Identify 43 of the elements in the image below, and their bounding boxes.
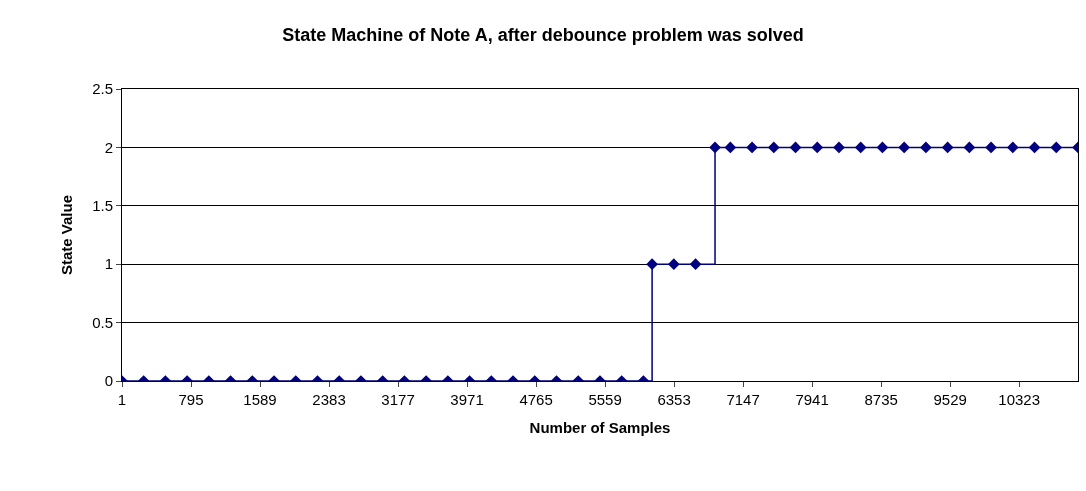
x-tick-label: 3177 bbox=[381, 391, 415, 408]
y-axis-title: State Value bbox=[58, 194, 76, 276]
x-axis-title: Number of Samples bbox=[529, 419, 671, 436]
x-tick-label: 9529 bbox=[933, 391, 967, 408]
point bbox=[941, 141, 954, 154]
x-tick-label: 10323 bbox=[998, 391, 1041, 408]
point bbox=[646, 258, 658, 271]
point bbox=[689, 258, 702, 271]
point bbox=[709, 141, 721, 154]
y-tick-label: 1 bbox=[104, 255, 113, 273]
y-tick-label: 2.5 bbox=[92, 80, 113, 98]
x-tick-label: 1589 bbox=[243, 391, 277, 408]
point bbox=[1028, 141, 1041, 154]
x-tick-label: 8735 bbox=[864, 391, 898, 408]
x-tick-label: 1 bbox=[117, 391, 127, 408]
point bbox=[811, 141, 824, 154]
point bbox=[920, 141, 932, 154]
point bbox=[1050, 141, 1063, 154]
x-tick-label: 4765 bbox=[519, 391, 553, 408]
point bbox=[724, 141, 737, 154]
x-tick-label: 5559 bbox=[588, 391, 622, 408]
point bbox=[963, 141, 976, 154]
x-tick-label: 795 bbox=[178, 391, 204, 408]
point bbox=[767, 141, 780, 154]
x-tick-label: 6353 bbox=[657, 391, 691, 408]
x-tick-label: 7147 bbox=[726, 391, 760, 408]
point bbox=[1006, 141, 1019, 154]
point bbox=[985, 141, 997, 154]
y-tick-label: 2 bbox=[104, 138, 113, 156]
x-tick-label: 3971 bbox=[450, 391, 484, 408]
point bbox=[854, 141, 867, 154]
x-tick-label: 7941 bbox=[795, 391, 829, 408]
point bbox=[833, 141, 845, 154]
y-tick-label: 0 bbox=[104, 372, 113, 390]
point bbox=[876, 141, 889, 154]
y-tick-label: 0.5 bbox=[92, 313, 113, 331]
chart-title: State Machine of Note A, after debounce problem was solved bbox=[282, 24, 804, 45]
point bbox=[667, 258, 680, 271]
x-tick-label: 2383 bbox=[312, 391, 346, 408]
point bbox=[789, 141, 802, 154]
point bbox=[746, 141, 758, 154]
point bbox=[898, 141, 911, 154]
y-tick-label: 1.5 bbox=[92, 197, 113, 215]
